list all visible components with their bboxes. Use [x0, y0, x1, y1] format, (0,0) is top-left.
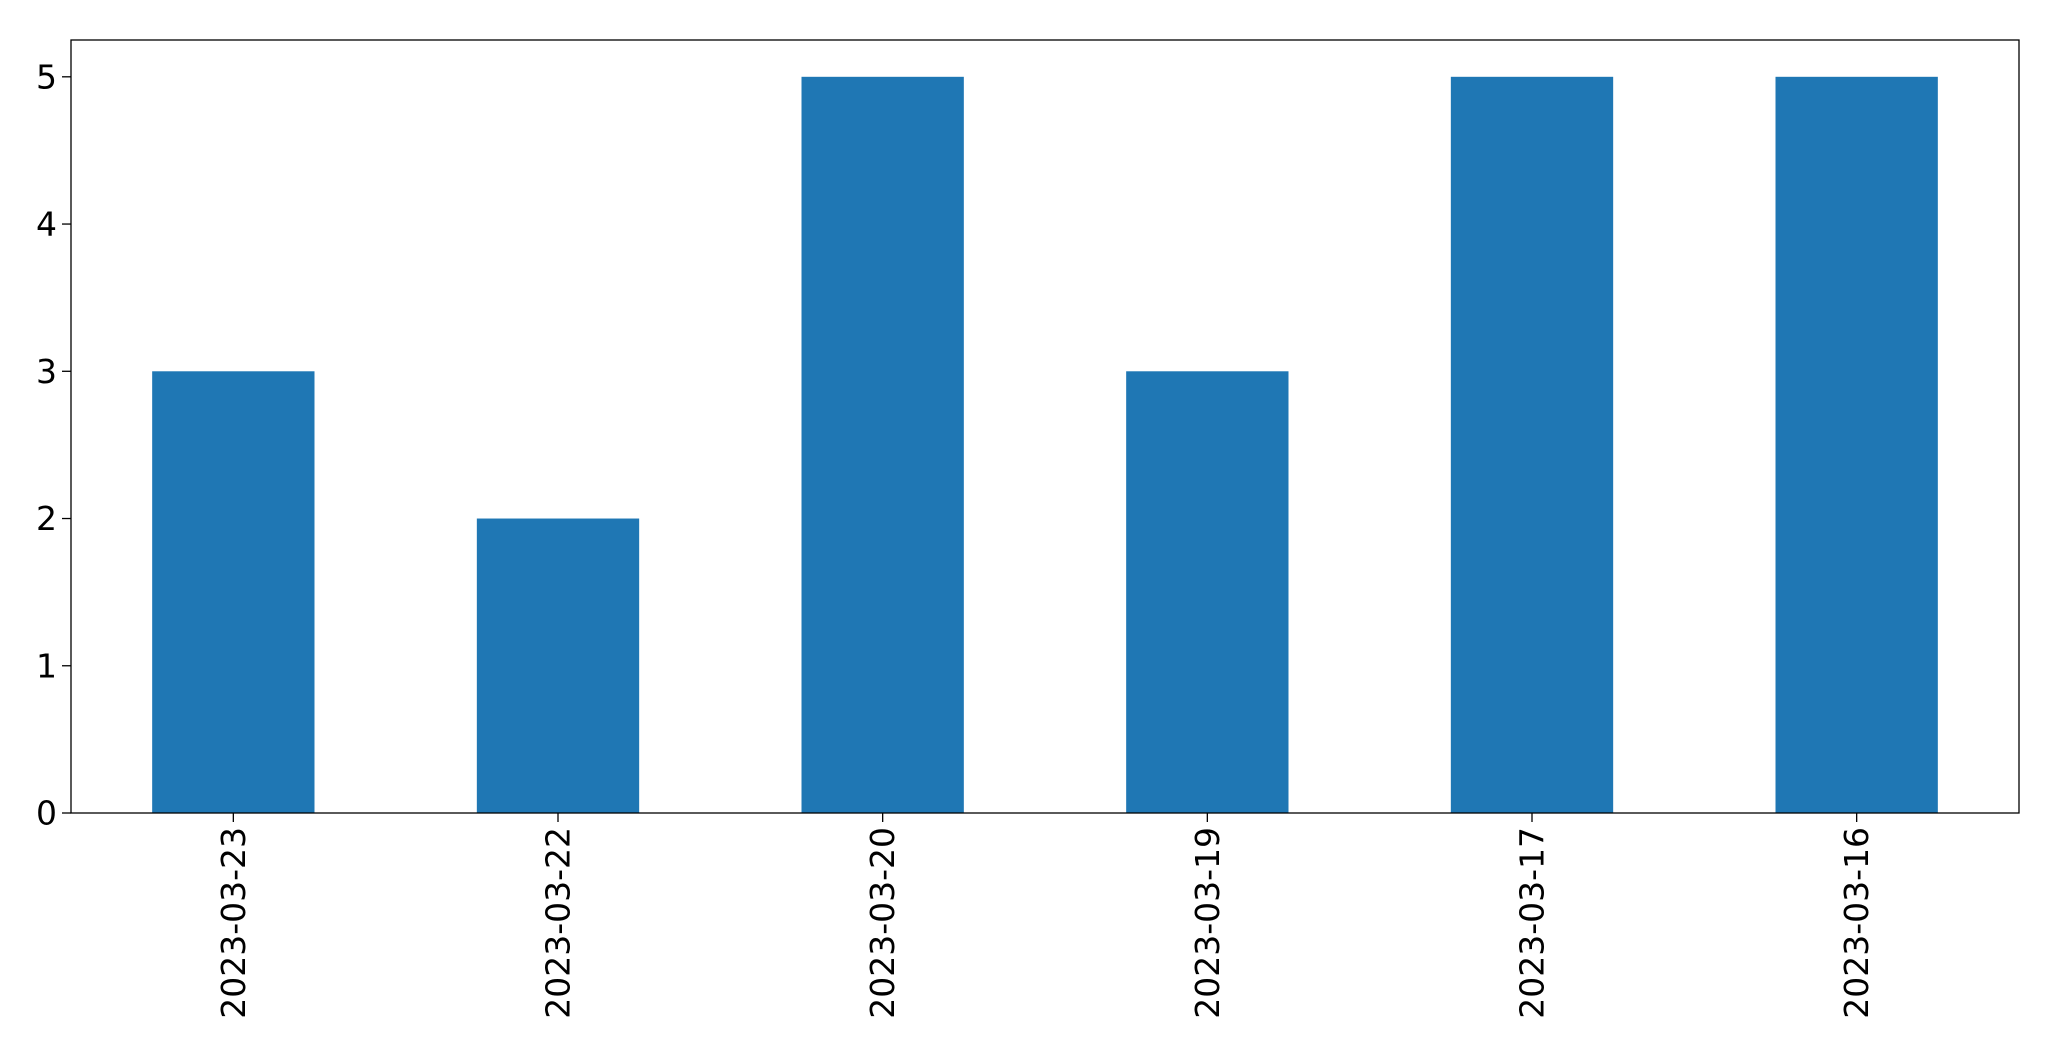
x-tick-label: 2023-03-16 — [1837, 827, 1876, 1019]
bars — [152, 76, 1938, 814]
y-tick-label: 0 — [36, 794, 57, 833]
bar-2023-03-17 — [1450, 76, 1614, 814]
bar-2023-03-22 — [476, 518, 640, 813]
y-axis: 0 1 2 3 4 5 — [36, 57, 71, 833]
bar-2023-03-20 — [801, 76, 964, 814]
plot-frame — [70, 39, 2020, 814]
x-tick-label: 2023-03-22 — [539, 827, 578, 1019]
y-tick-label: 3 — [36, 352, 57, 391]
x-tick-label: 2023-03-23 — [214, 827, 253, 1019]
x-axis: 2023-03-23 2023-03-22 2023-03-20 2023-03-19… — [214, 813, 1876, 1019]
y-tick-label: 1 — [36, 646, 57, 685]
y-tick-label: 2 — [36, 499, 57, 538]
y-tick-label: 5 — [36, 57, 57, 96]
bar-2023-03-23 — [152, 371, 315, 813]
x-tick-label: 2023-03-20 — [863, 827, 902, 1019]
x-tick-label: 2023-03-17 — [1513, 827, 1552, 1019]
bar-2023-03-19 — [1126, 371, 1289, 813]
x-tick-label: 2023-03-19 — [1188, 827, 1227, 1019]
y-tick-label: 4 — [36, 205, 57, 244]
bar-2023-03-16 — [1775, 76, 1938, 814]
